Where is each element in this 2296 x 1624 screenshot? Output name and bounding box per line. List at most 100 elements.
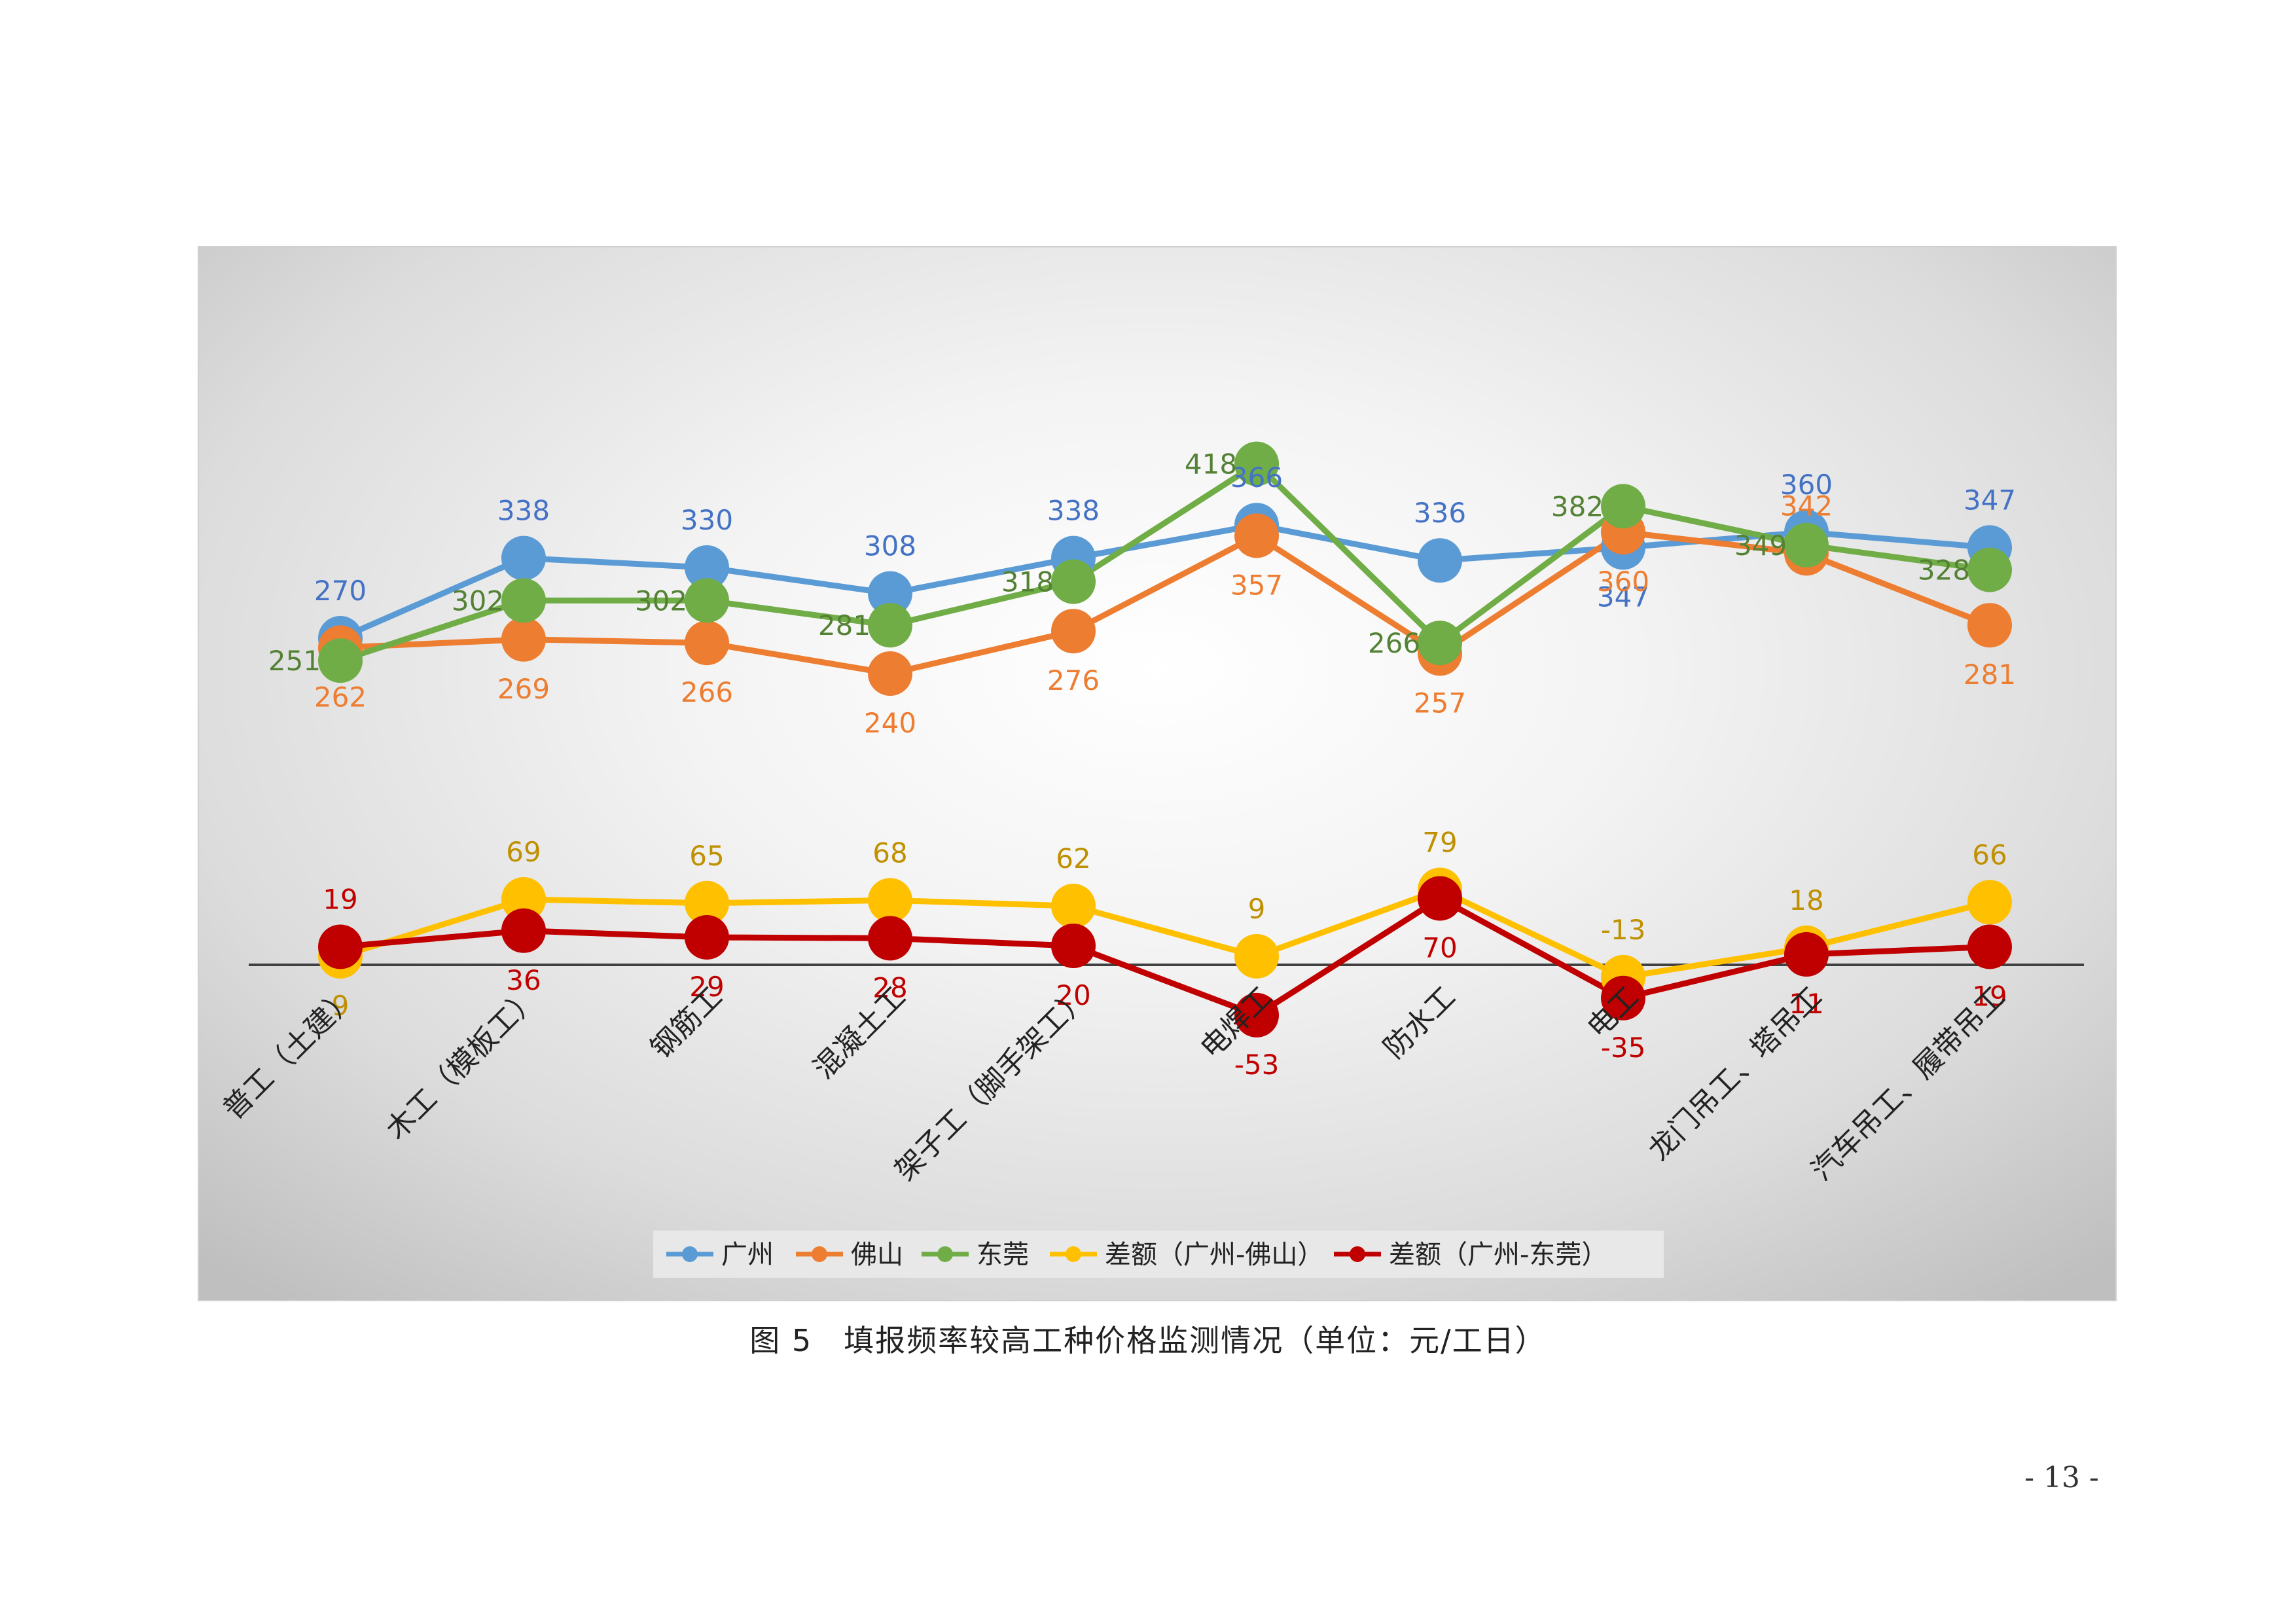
data-label-佛山-8: 342 bbox=[1780, 490, 1833, 522]
data-point-差额-广州-东莞-1 bbox=[501, 908, 546, 953]
figure-caption: 图 5 填报频率较高工种价格监测情况（单位：元/工日） bbox=[749, 1323, 1547, 1358]
legend-marker-佛山 bbox=[812, 1246, 827, 1262]
data-label-东莞-8: 349 bbox=[1734, 530, 1787, 562]
data-label-东莞-6: 266 bbox=[1368, 627, 1420, 659]
data-label-差额-广州-东莞-9: 19 bbox=[1972, 980, 2007, 1012]
data-label-东莞-7: 382 bbox=[1551, 490, 1604, 522]
data-point-东莞-2 bbox=[685, 578, 729, 623]
data-label-佛山-4: 276 bbox=[1047, 664, 1100, 696]
data-point-东莞-5 bbox=[1234, 441, 1279, 486]
data-point-广州-3 bbox=[868, 571, 912, 616]
data-point-东莞-0 bbox=[318, 638, 363, 683]
data-label-东莞-2: 302 bbox=[635, 585, 687, 617]
x-tick-label-3: 混凝土工 bbox=[807, 981, 912, 1086]
data-label-佛山-5: 357 bbox=[1230, 569, 1283, 601]
data-label-广州-0: 270 bbox=[314, 575, 367, 607]
legend-label-差额-广州-佛山: 差额（广州-佛山） bbox=[1105, 1240, 1323, 1270]
data-point-广州-1 bbox=[501, 535, 546, 581]
data-label-差额-广州-佛山-5: 9 bbox=[1248, 893, 1266, 925]
legend-marker-差额-广州-东莞 bbox=[1350, 1246, 1365, 1262]
data-point-佛山-4 bbox=[1051, 609, 1096, 654]
legend-label-广州: 广州 bbox=[721, 1240, 774, 1270]
data-point-差额-广州-佛山-5 bbox=[1234, 933, 1279, 979]
data-label-广州-4: 338 bbox=[1047, 495, 1100, 527]
data-label-差额-广州-东莞-2: 29 bbox=[689, 971, 724, 1003]
data-label-佛山-9: 281 bbox=[1964, 659, 2016, 691]
data-label-东莞-1: 302 bbox=[452, 585, 504, 617]
series-line-差额-广州-东莞 bbox=[340, 895, 1990, 1019]
x-tick-label-8: 龙门吊工、塔吊工 bbox=[1642, 981, 1829, 1167]
data-label-差额-广州-佛山-8: 18 bbox=[1789, 884, 1823, 916]
data-label-广州-3: 308 bbox=[864, 530, 916, 562]
data-point-差额-广州-东莞-8 bbox=[1784, 932, 1829, 977]
data-label-差额-广州-佛山-9: 66 bbox=[1972, 839, 2007, 871]
page-number: - 13 - bbox=[2024, 1461, 2099, 1494]
x-tick-label-0: 普工（土建） bbox=[217, 981, 363, 1127]
data-point-佛山-3 bbox=[868, 651, 912, 696]
data-label-差额-广州-佛山-4: 62 bbox=[1056, 842, 1090, 875]
data-label-差额-广州-佛山-1: 69 bbox=[506, 836, 541, 868]
x-tick-label-9: 汽车吊工、履带吊工 bbox=[1805, 981, 2012, 1187]
data-point-东莞-9 bbox=[1967, 547, 2012, 592]
data-point-东莞-6 bbox=[1418, 621, 1462, 666]
data-point-差额-广州-东莞-9 bbox=[1967, 924, 2012, 969]
data-label-差额-广州-东莞-8: 11 bbox=[1789, 988, 1823, 1020]
data-label-广州-7: 347 bbox=[1597, 581, 1649, 613]
data-point-东莞-8 bbox=[1784, 522, 1829, 568]
data-point-差额-广州-东莞-7 bbox=[1601, 975, 1645, 1020]
data-point-差额-广州-佛山-4 bbox=[1051, 884, 1096, 929]
legend-label-差额-广州-东莞: 差额（广州-东莞） bbox=[1389, 1240, 1607, 1270]
data-label-东莞-5: 418 bbox=[1185, 448, 1237, 480]
data-label-差额-广州-东莞-6: 70 bbox=[1422, 932, 1457, 964]
data-label-差额-广州-佛山-2: 65 bbox=[689, 840, 724, 872]
data-label-差额-广州-东莞-3: 28 bbox=[872, 971, 907, 1003]
data-label-佛山-6: 257 bbox=[1414, 687, 1466, 719]
data-label-差额-广州-东莞-7: -35 bbox=[1601, 1032, 1646, 1064]
data-label-广州-6: 336 bbox=[1414, 497, 1466, 529]
data-point-差额-广州-东莞-6 bbox=[1418, 876, 1462, 921]
data-point-佛山-9 bbox=[1967, 603, 2012, 648]
data-point-东莞-3 bbox=[868, 603, 912, 648]
data-label-佛山-1: 269 bbox=[497, 673, 550, 705]
data-label-佛山-7: 360 bbox=[1597, 566, 1649, 598]
series-line-东莞 bbox=[339, 461, 1990, 664]
data-point-差额-广州-东莞-0 bbox=[318, 924, 363, 969]
data-point-差额-广州-东莞-2 bbox=[685, 914, 729, 960]
data-label-差额-广州-东莞-0: 19 bbox=[323, 883, 357, 915]
data-point-东莞-4 bbox=[1051, 559, 1096, 604]
data-point-差额-广州-佛山-1 bbox=[501, 876, 546, 922]
data-label-差额-广州-佛山-3: 68 bbox=[872, 837, 907, 869]
data-label-广州-5: 366 bbox=[1230, 461, 1283, 494]
legend-marker-差额-广州-佛山 bbox=[1066, 1246, 1081, 1262]
legend-marker-东莞 bbox=[937, 1246, 953, 1262]
data-point-差额-广州-佛山-9 bbox=[1967, 880, 2012, 925]
x-tick-label-2: 钢筋工 bbox=[644, 981, 728, 1065]
data-point-差额-广州-东莞-5 bbox=[1234, 992, 1279, 1038]
data-point-佛山-1 bbox=[501, 617, 546, 662]
data-point-广州-2 bbox=[685, 545, 729, 590]
data-label-东莞-3: 281 bbox=[818, 609, 870, 641]
series-line-佛山 bbox=[340, 529, 1991, 677]
data-label-东莞-4: 318 bbox=[1001, 566, 1054, 598]
data-label-佛山-2: 266 bbox=[681, 676, 733, 708]
data-label-差额-广州-佛山-7: -13 bbox=[1601, 914, 1646, 946]
data-point-差额-广州-佛山-3 bbox=[868, 878, 912, 923]
data-label-东莞-0: 251 bbox=[268, 645, 321, 677]
data-point-差额-广州-佛山-2 bbox=[685, 880, 729, 926]
data-label-广州-2: 330 bbox=[681, 504, 733, 536]
data-label-差额-广州-佛山-6: 79 bbox=[1422, 826, 1457, 858]
data-label-差额-广州-东莞-5: -53 bbox=[1234, 1049, 1280, 1081]
chart-panel: 270 338 330 308 338 366 336 347 360 347 262 269 266 2… bbox=[198, 246, 2117, 1301]
legend-label-佛山: 佛山 bbox=[851, 1240, 903, 1270]
data-label-差额-广州-东莞-1: 36 bbox=[506, 964, 541, 996]
x-tick-label-4: 架子工（脚手架工） bbox=[889, 981, 1096, 1187]
data-label-差额-广州-东莞-4: 20 bbox=[1056, 979, 1090, 1011]
series-line-差额-广州-佛山 bbox=[339, 886, 1991, 981]
data-label-佛山-3: 240 bbox=[864, 707, 916, 739]
data-label-广州-1: 338 bbox=[497, 495, 550, 527]
data-label-广州-9: 347 bbox=[1964, 484, 2016, 516]
legend-label-东莞: 东莞 bbox=[977, 1240, 1029, 1270]
legend-marker-广州 bbox=[682, 1246, 698, 1262]
x-tick-label-1: 木工（模板工） bbox=[380, 981, 546, 1147]
